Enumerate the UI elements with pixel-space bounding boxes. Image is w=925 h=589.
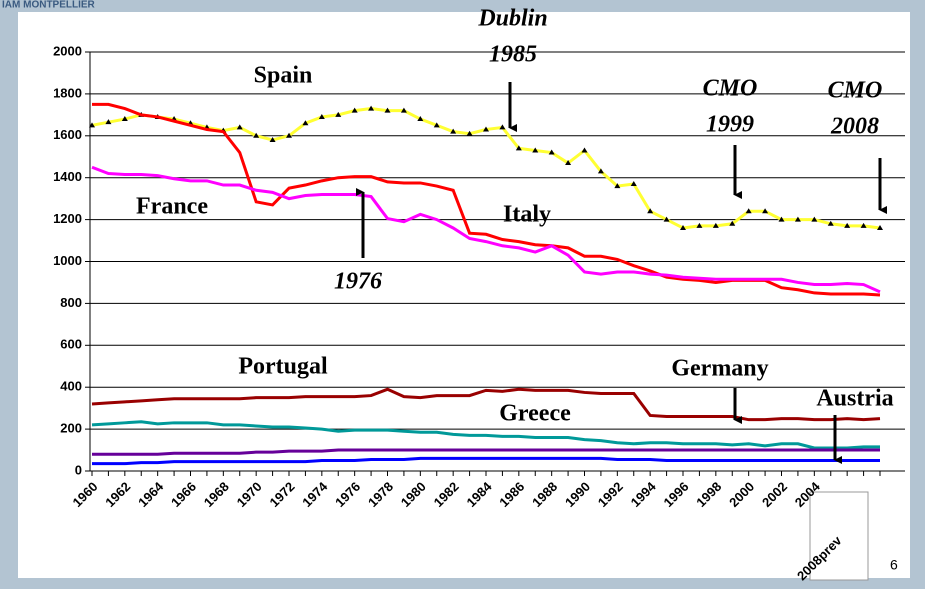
y-tick-label: 1000 (53, 253, 82, 268)
series-marker (729, 220, 736, 226)
series-marker (302, 120, 309, 126)
y-tick-label: 1600 (53, 127, 82, 142)
y-tick-label: 1800 (53, 85, 82, 100)
annotation: Dublin (477, 6, 547, 32)
series-marker (696, 222, 703, 228)
series-marker (844, 222, 851, 228)
series-marker (581, 147, 588, 153)
series-marker (483, 126, 489, 132)
series-marker (318, 113, 325, 119)
annotation: CMO (828, 78, 883, 104)
series-label: Italy (503, 202, 551, 228)
series-line (92, 456, 880, 466)
y-tick-label: 1400 (53, 169, 82, 184)
series-marker (105, 119, 112, 125)
y-tick-label: 800 (60, 295, 82, 310)
header: IAM MONTPELLIER (2, 0, 96, 11)
series-marker (368, 105, 375, 111)
series-marker (269, 136, 276, 142)
series-marker (663, 216, 670, 222)
series-marker (433, 122, 440, 128)
y-tick-label: 0 (75, 462, 82, 477)
series-label: Portugal (238, 354, 328, 380)
series-marker (762, 208, 769, 214)
y-tick-label: 400 (60, 379, 82, 394)
panel (18, 12, 910, 578)
annotation: 1976 (334, 269, 382, 295)
series-marker (597, 168, 604, 174)
series-marker (499, 124, 506, 130)
series-marker (351, 107, 358, 113)
series-label: Austria (816, 386, 893, 412)
series-label: Greece (499, 401, 571, 427)
series-line (91, 387, 881, 422)
series-marker (335, 111, 342, 117)
annotation: CMO (703, 76, 758, 102)
series-marker (614, 183, 621, 189)
series-marker (548, 149, 555, 155)
label-box (809, 491, 869, 581)
series-label: France (136, 194, 208, 220)
y-tick-label: 1200 (53, 211, 82, 226)
series-marker (121, 116, 128, 122)
series-marker (647, 208, 654, 214)
y-tick-label: 200 (60, 421, 82, 436)
series-marker (778, 216, 785, 222)
series-marker (532, 147, 539, 153)
series-marker (400, 107, 407, 113)
series-marker (286, 132, 292, 138)
series-marker (515, 145, 522, 151)
series-marker (565, 160, 572, 166)
series-label: Spain (254, 63, 313, 89)
annotation: 2008 (830, 114, 879, 140)
series-marker (827, 220, 834, 226)
series-marker (680, 224, 686, 230)
series-marker (253, 132, 260, 138)
series-marker (466, 130, 473, 136)
series-marker (450, 128, 457, 134)
series-marker (417, 116, 424, 122)
series-marker (745, 208, 752, 214)
series-marker (236, 124, 243, 130)
annotation: 1985 (489, 42, 537, 68)
annotation: 1999 (706, 112, 754, 138)
series-line (92, 448, 880, 456)
y-tick-label: 600 (60, 337, 82, 352)
series-marker (630, 180, 637, 186)
series-line (91, 420, 880, 450)
series-marker (712, 222, 719, 228)
page-number: 6 (890, 557, 898, 573)
series-label: Germany (671, 356, 768, 382)
series-marker (794, 216, 801, 222)
y-tick-label: 2000 (53, 43, 82, 58)
series-marker (877, 224, 883, 230)
series-marker (860, 222, 867, 228)
series-marker (811, 216, 818, 222)
series-marker (89, 122, 95, 128)
series-line (91, 165, 881, 294)
series-marker (384, 107, 391, 113)
